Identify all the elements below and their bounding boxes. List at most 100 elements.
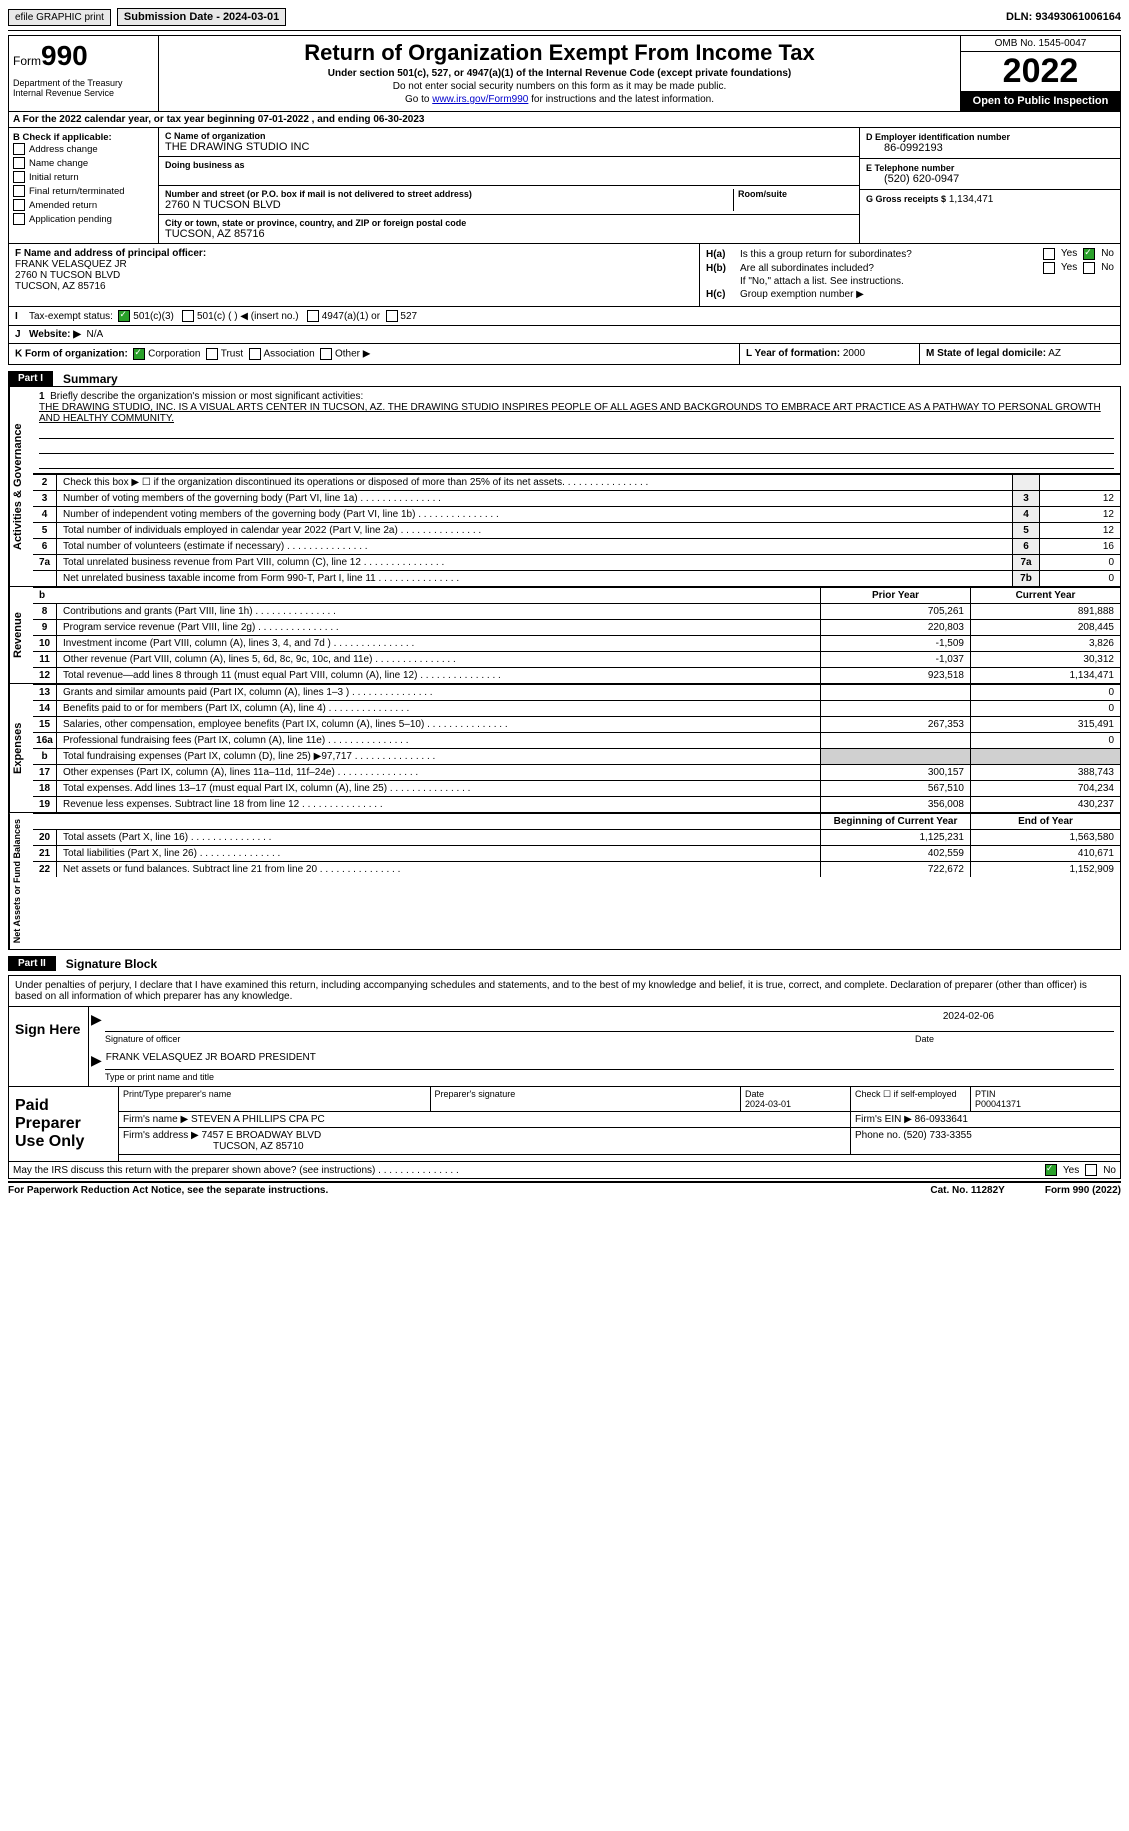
- street-address: 2760 N TUCSON BLVD: [165, 199, 733, 211]
- firm-phone: (520) 733-3355: [903, 1130, 971, 1141]
- netasset-row: 20Total assets (Part X, line 16)1,125,23…: [33, 829, 1120, 845]
- sign-here-label: Sign Here: [9, 1007, 89, 1086]
- website-label: Website: ▶: [29, 329, 81, 340]
- gross-receipts: 1,134,471: [949, 194, 994, 205]
- section-f-h: F Name and address of principal officer:…: [8, 243, 1121, 306]
- officer-name-title: FRANK VELASQUEZ JR BOARD PRESIDENT: [106, 1052, 316, 1069]
- form-ref: Form 990 (2022): [1045, 1185, 1121, 1196]
- hb-no[interactable]: [1083, 262, 1095, 274]
- city-label: City or town, state or province, country…: [165, 218, 853, 228]
- subtitle-2: Do not enter social security numbers on …: [163, 81, 956, 92]
- chk-527[interactable]: [386, 310, 398, 322]
- revenue-row: 11Other revenue (Part VIII, column (A), …: [33, 651, 1120, 667]
- expense-row: bTotal fundraising expenses (Part IX, co…: [33, 748, 1120, 764]
- vlabel-expenses: Expenses: [9, 684, 33, 812]
- pra-notice: For Paperwork Reduction Act Notice, see …: [8, 1185, 328, 1196]
- vlabel-revenue: Revenue: [9, 587, 33, 683]
- room-label: Room/suite: [738, 189, 853, 199]
- ein: 86-0992193: [866, 142, 1114, 154]
- chk-name-change[interactable]: [13, 157, 25, 169]
- chk-application-pending[interactable]: [13, 213, 25, 225]
- ein-label: D Employer identification number: [866, 132, 1114, 142]
- summary-row: 6Total number of volunteers (estimate if…: [33, 538, 1120, 554]
- hb-yes[interactable]: [1043, 262, 1055, 274]
- chk-501c[interactable]: [182, 310, 194, 322]
- addr-label: Number and street (or P.O. box if mail i…: [165, 189, 733, 199]
- hb-text: Are all subordinates included?: [740, 263, 1043, 274]
- declaration-text: Under penalties of perjury, I declare th…: [9, 976, 1120, 1006]
- efile-button[interactable]: efile GRAPHIC print: [8, 9, 111, 26]
- summary-row: Net unrelated business taxable income fr…: [33, 570, 1120, 586]
- open-inspection: Open to Public Inspection: [961, 91, 1120, 111]
- chk-4947[interactable]: [307, 310, 319, 322]
- chk-amended-return[interactable]: [13, 199, 25, 211]
- chk-address-change[interactable]: [13, 143, 25, 155]
- form-title: Return of Organization Exempt From Incom…: [163, 40, 956, 66]
- section-b-c-d: B Check if applicable: Address change Na…: [8, 127, 1121, 243]
- website-val: N/A: [87, 329, 104, 340]
- ha-yes[interactable]: [1043, 248, 1055, 260]
- expense-row: 19Revenue less expenses. Subtract line 1…: [33, 796, 1120, 812]
- phone-label: E Telephone number: [866, 163, 1114, 173]
- cat-no: Cat. No. 11282Y: [930, 1185, 1004, 1196]
- ptin: P00041371: [975, 1099, 1021, 1109]
- row-a-period: A For the 2022 calendar year, or tax yea…: [8, 111, 1121, 127]
- revenue-row: 8Contributions and grants (Part VIII, li…: [33, 603, 1120, 619]
- org-name-label: C Name of organization: [165, 131, 853, 141]
- revenue-row: 10Investment income (Part VIII, column (…: [33, 635, 1120, 651]
- expense-row: 15Salaries, other compensation, employee…: [33, 716, 1120, 732]
- year-formation: 2000: [843, 348, 865, 359]
- self-employed-check[interactable]: Check ☐ if self-employed: [850, 1087, 970, 1112]
- phone: (520) 620-0947: [866, 173, 1114, 185]
- vlabel-governance: Activities & Governance: [9, 387, 33, 586]
- mission-text: THE DRAWING STUDIO, INC. IS A VISUAL ART…: [39, 402, 1101, 424]
- vlabel-netassets: Net Assets or Fund Balances: [9, 813, 33, 949]
- chk-other[interactable]: [320, 348, 332, 360]
- row-i: I Tax-exempt status: 501(c)(3) 501(c) ( …: [8, 306, 1121, 325]
- summary-row: 2Check this box ▶ ☐ if the organization …: [33, 474, 1120, 490]
- form-number: 990: [41, 40, 88, 71]
- ha-no[interactable]: [1083, 248, 1095, 260]
- department: Department of the Treasury Internal Reve…: [13, 78, 154, 98]
- dba-label: Doing business as: [165, 160, 853, 170]
- netasset-row: 21Total liabilities (Part X, line 26)402…: [33, 845, 1120, 861]
- summary-row: 3Number of voting members of the governi…: [33, 490, 1120, 506]
- summary-row: 4Number of independent voting members of…: [33, 506, 1120, 522]
- chk-assoc[interactable]: [249, 348, 261, 360]
- subtitle-3: Go to www.irs.gov/Form990 for instructio…: [163, 94, 956, 105]
- discuss-no[interactable]: [1085, 1164, 1097, 1176]
- part-i-header: Part I Summary: [8, 371, 1121, 386]
- tax-year: 2022: [961, 52, 1120, 91]
- summary-row: 7aTotal unrelated business revenue from …: [33, 554, 1120, 570]
- chk-501c3[interactable]: [118, 310, 130, 322]
- paid-preparer-label: Paid Preparer Use Only: [9, 1087, 119, 1161]
- firm-addr: 7457 E BROADWAY BLVD: [202, 1130, 322, 1141]
- mission-label: Briefly describe the organization's miss…: [50, 391, 363, 402]
- city-state-zip: TUCSON, AZ 85716: [165, 228, 853, 240]
- chk-final-return[interactable]: [13, 185, 25, 197]
- ha-text: Is this a group return for subordinates?: [740, 249, 1043, 260]
- discuss-question: May the IRS discuss this return with the…: [13, 1165, 459, 1176]
- hb2-text: If "No," attach a list. See instructions…: [740, 276, 1114, 287]
- revenue-row: 12Total revenue—add lines 8 through 11 (…: [33, 667, 1120, 683]
- officer-label: F Name and address of principal officer:: [15, 248, 693, 259]
- discuss-yes[interactable]: [1045, 1164, 1057, 1176]
- chk-trust[interactable]: [206, 348, 218, 360]
- part-ii-header: Part II Signature Block: [8, 956, 1121, 971]
- summary-governance: Activities & Governance 1 Briefly descri…: [8, 386, 1121, 587]
- irs-link[interactable]: www.irs.gov/Form990: [432, 94, 528, 105]
- expense-row: 18Total expenses. Add lines 13–17 (must …: [33, 780, 1120, 796]
- prep-date: 2024-03-01: [745, 1099, 791, 1109]
- col-b-title: B Check if applicable:: [13, 132, 154, 143]
- officer-city: TUCSON, AZ 85716: [15, 281, 693, 292]
- omb-number: OMB No. 1545-0047: [961, 36, 1120, 52]
- chk-corp[interactable]: [133, 348, 145, 360]
- expense-row: 16aProfessional fundraising fees (Part I…: [33, 732, 1120, 748]
- signature-block: Under penalties of perjury, I declare th…: [8, 975, 1121, 1179]
- org-name: THE DRAWING STUDIO INC: [165, 141, 853, 153]
- chk-initial-return[interactable]: [13, 171, 25, 183]
- page-footer: For Paperwork Reduction Act Notice, see …: [8, 1181, 1121, 1196]
- dln: DLN: 93493061006164: [1006, 11, 1121, 23]
- top-toolbar: efile GRAPHIC print Submission Date - 20…: [8, 8, 1121, 31]
- form-prefix: Form: [13, 54, 41, 68]
